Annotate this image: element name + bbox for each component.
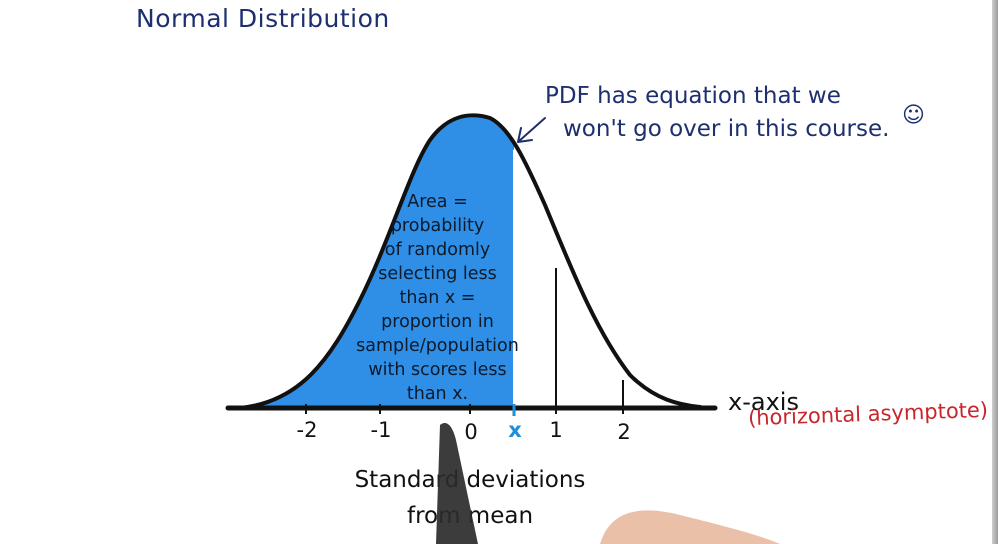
tick-label-neg2: -2	[296, 418, 318, 442]
area-line: sample/population	[356, 336, 519, 356]
shaded-area	[240, 115, 514, 408]
area-line: with scores less	[368, 360, 507, 380]
area-line: selecting less	[378, 264, 497, 284]
std-dev-caption-line1: Standard deviations	[354, 467, 586, 493]
x-axis-label: x-axis	[728, 388, 799, 416]
area-explanation: Area = probability of randomly selecting…	[350, 190, 525, 406]
page-title: Normal Distribution	[136, 4, 390, 33]
tick-label-x: x	[508, 418, 522, 442]
area-line: probability	[390, 216, 485, 236]
area-line: proportion in	[381, 312, 494, 332]
area-line: of randomly	[384, 240, 491, 260]
area-line: Area =	[407, 192, 468, 212]
pdf-annotation-line2: won't go over in this course.	[563, 116, 890, 142]
smiley-icon: ☺	[902, 103, 925, 128]
frame-edge	[992, 0, 998, 544]
annotation-arrow	[517, 117, 546, 143]
area-line: than x.	[406, 384, 469, 404]
tick-label-0: 0	[464, 420, 478, 444]
area-line: than x =	[399, 288, 476, 308]
tick-label-1: 1	[549, 418, 563, 442]
pdf-annotation: PDF has equation that we won't go over i…	[545, 80, 889, 146]
tick-label-2: 2	[617, 420, 631, 444]
tick-label-neg1: -1	[370, 418, 392, 442]
normal-curve	[238, 113, 702, 410]
pdf-annotation-line1: PDF has equation that we	[545, 83, 841, 109]
